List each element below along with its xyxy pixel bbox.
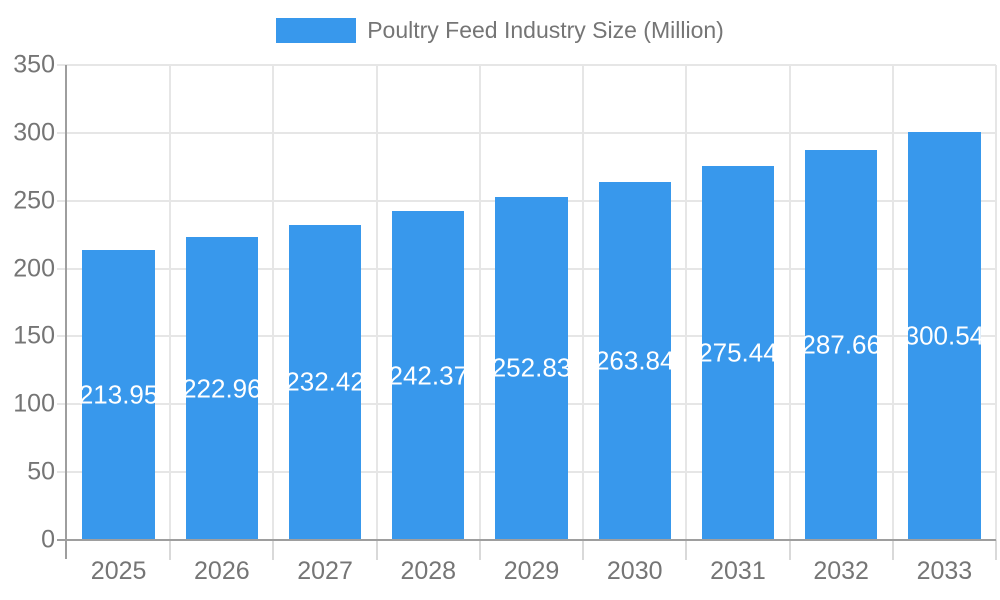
bar-value-label: 263.84 bbox=[594, 345, 675, 376]
h-gridline bbox=[67, 64, 996, 66]
x-axis-label: 2033 bbox=[916, 557, 973, 585]
x-tick bbox=[582, 540, 585, 560]
bar-value-label: 300.54 bbox=[904, 320, 985, 351]
bar-value-label: 252.83 bbox=[491, 352, 572, 383]
y-tick bbox=[57, 267, 67, 270]
x-axis-label: 2029 bbox=[503, 557, 560, 585]
y-tick bbox=[57, 403, 67, 406]
v-gridline bbox=[582, 65, 585, 540]
x-tick bbox=[685, 540, 688, 560]
bar-2029[interactable]: 252.83 bbox=[492, 196, 571, 540]
x-axis-label: 2026 bbox=[194, 557, 250, 585]
bar-2027[interactable]: 232.42 bbox=[285, 224, 365, 540]
bar-2030[interactable]: 263.84 bbox=[595, 181, 674, 540]
x-tick bbox=[169, 540, 172, 560]
x-axis-label: 2027 bbox=[297, 557, 353, 585]
bar-2026[interactable]: 222.96 bbox=[182, 237, 262, 540]
x-axis-label: 2032 bbox=[813, 557, 869, 585]
x-axis-label: 2031 bbox=[710, 557, 766, 585]
x-tick bbox=[272, 540, 275, 560]
y-axis-label: 150 bbox=[13, 321, 55, 350]
x-tick bbox=[995, 540, 997, 560]
v-gridline bbox=[685, 65, 688, 540]
y-tick bbox=[57, 335, 67, 338]
y-axis-line bbox=[65, 65, 67, 559]
bar-2025[interactable]: 213.95 bbox=[79, 249, 158, 540]
chart-legend[interactable]: Poultry Feed Industry Size (Million) bbox=[0, 17, 1000, 43]
v-gridline bbox=[169, 65, 172, 540]
bar-value-label: 222.96 bbox=[182, 373, 262, 404]
h-gridline bbox=[67, 131, 996, 134]
y-tick bbox=[57, 64, 67, 66]
v-gridline bbox=[272, 65, 275, 540]
bar-2031[interactable]: 275.44 bbox=[698, 166, 778, 540]
bar-value-label: 213.95 bbox=[78, 379, 159, 410]
v-gridline bbox=[891, 65, 894, 540]
y-axis-label: 300 bbox=[13, 118, 55, 147]
bar-value-label: 275.44 bbox=[698, 337, 778, 368]
v-gridline bbox=[478, 65, 481, 540]
bar-value-label: 287.66 bbox=[801, 329, 881, 360]
x-axis-label: 2025 bbox=[90, 557, 147, 585]
bar-2028[interactable]: 242.37 bbox=[389, 211, 468, 540]
bar-value-label: 242.37 bbox=[388, 360, 469, 391]
y-axis-label: 200 bbox=[13, 254, 55, 283]
v-gridline bbox=[788, 65, 791, 540]
plot-area: 213.95 222.96 232.42 242.37 252.83 263.84 275.… bbox=[67, 64, 997, 540]
v-gridline bbox=[375, 65, 378, 540]
legend-label: Poultry Feed Industry Size (Million) bbox=[367, 17, 724, 43]
y-axis-label: 100 bbox=[13, 389, 55, 418]
x-axis-line bbox=[57, 539, 996, 541]
x-axis-label: 2028 bbox=[400, 557, 457, 585]
y-axis-label: 50 bbox=[27, 457, 55, 486]
y-axis-label: 350 bbox=[13, 50, 55, 79]
x-tick bbox=[375, 540, 378, 560]
x-tick bbox=[478, 540, 481, 560]
v-gridline bbox=[995, 65, 997, 540]
y-axis-label: 0 bbox=[41, 525, 55, 554]
x-axis-label: 2030 bbox=[606, 557, 663, 585]
y-tick bbox=[57, 199, 67, 202]
y-tick bbox=[57, 131, 67, 134]
x-tick bbox=[891, 540, 894, 560]
legend-swatch-icon bbox=[276, 17, 357, 43]
y-tick bbox=[57, 471, 67, 474]
bar-2033[interactable]: 300.54 bbox=[905, 132, 984, 540]
y-axis-label: 250 bbox=[13, 186, 55, 215]
x-tick bbox=[788, 540, 791, 560]
bar-2032[interactable]: 287.66 bbox=[801, 149, 881, 540]
bar-value-label: 232.42 bbox=[285, 366, 365, 397]
